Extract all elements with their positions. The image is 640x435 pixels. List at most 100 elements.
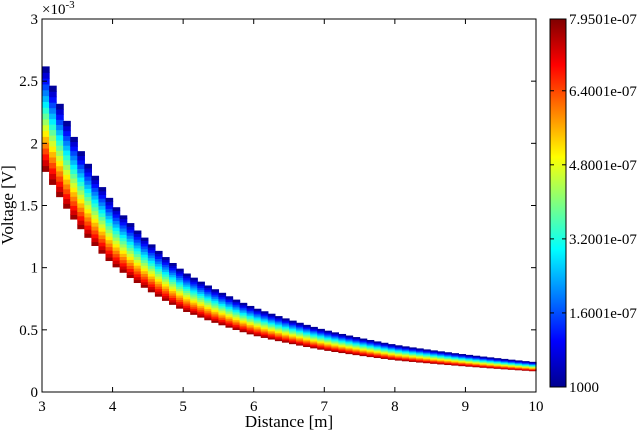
heatmap-cell xyxy=(77,159,85,165)
heatmap-cell xyxy=(260,333,269,336)
heatmap-cell xyxy=(56,160,64,167)
heatmap-cell xyxy=(260,321,269,324)
heatmap-cell xyxy=(451,364,459,366)
heatmap-cell xyxy=(451,357,459,360)
heatmap-cell xyxy=(147,283,156,288)
heatmap-cell xyxy=(253,323,262,326)
heatmap-cell xyxy=(218,292,227,296)
heatmap-cell xyxy=(430,356,438,359)
heatmap-cell xyxy=(77,168,85,174)
heatmap-cell xyxy=(380,345,389,347)
heatmap-cell xyxy=(458,357,467,360)
heatmap-cell xyxy=(218,298,227,301)
heatmap-cell xyxy=(458,357,467,359)
heatmap-cell xyxy=(190,285,198,289)
heatmap-cell xyxy=(416,356,424,359)
heatmap-cell xyxy=(408,349,417,352)
heatmap-cell xyxy=(246,313,255,316)
heatmap-cell xyxy=(161,288,170,292)
heatmap-cell xyxy=(225,315,234,318)
heatmap-cell xyxy=(401,348,410,351)
heatmap-cell xyxy=(338,333,347,336)
heatmap-cell xyxy=(437,355,445,357)
heatmap-cell xyxy=(169,292,177,296)
heatmap-cell xyxy=(84,204,92,210)
heatmap-cell xyxy=(303,328,311,331)
heatmap-cell xyxy=(274,335,283,338)
heatmap-cell xyxy=(169,272,177,276)
heatmap-cell xyxy=(303,340,311,343)
heatmap-cell xyxy=(119,237,128,242)
heatmap-cell xyxy=(190,289,198,293)
heatmap-cell xyxy=(472,364,481,366)
heatmap-cell xyxy=(289,324,297,327)
heatmap-cell xyxy=(112,227,121,231)
heatmap-cell xyxy=(239,330,248,333)
heatmap-cell xyxy=(133,273,142,278)
heatmap-cell xyxy=(246,305,255,309)
heatmap-cell xyxy=(63,149,71,156)
heatmap-cell xyxy=(154,250,163,254)
heatmap-cell xyxy=(98,238,107,243)
heatmap-cell xyxy=(289,337,297,340)
heatmap-cell xyxy=(119,246,128,251)
heatmap-cell xyxy=(345,340,354,343)
heatmap-cell xyxy=(232,322,241,326)
heatmap-cell xyxy=(211,291,220,294)
heatmap-cell xyxy=(437,362,445,364)
heatmap-cell xyxy=(84,200,92,206)
heatmap-cell xyxy=(394,346,403,349)
heatmap-cell xyxy=(451,357,459,359)
heatmap-cell xyxy=(451,353,459,355)
heatmap-cell xyxy=(197,301,205,304)
heatmap-cell xyxy=(451,356,459,358)
heatmap-cell xyxy=(176,292,184,296)
heatmap-cell xyxy=(387,355,396,358)
heatmap-cell xyxy=(373,349,382,351)
heatmap-cell xyxy=(126,241,135,245)
heatmap-cell xyxy=(373,348,382,351)
heatmap-cell xyxy=(126,256,135,260)
heatmap-cell xyxy=(239,328,248,331)
heatmap-cell xyxy=(91,222,100,227)
heatmap-cell xyxy=(281,324,290,327)
heatmap-cell xyxy=(274,329,283,332)
heatmap-cell xyxy=(197,285,205,289)
heatmap-cell xyxy=(98,242,107,247)
heatmap-cell xyxy=(331,345,339,347)
heatmap-cell xyxy=(458,359,467,361)
heatmap-cell xyxy=(423,349,431,351)
heatmap-cell xyxy=(133,244,142,249)
heatmap-cell xyxy=(324,339,332,342)
heatmap-cell xyxy=(352,339,361,342)
heatmap-cell xyxy=(98,209,107,214)
heatmap-cell xyxy=(359,343,368,345)
heatmap-cell xyxy=(366,355,375,358)
heatmap-cell xyxy=(119,259,128,264)
heatmap-cell xyxy=(154,288,163,292)
heatmap-cell xyxy=(232,321,241,324)
heatmap-cell xyxy=(260,328,269,331)
heatmap-cell xyxy=(140,262,149,266)
heatmap-cell xyxy=(437,356,445,358)
heatmap-cell xyxy=(274,333,283,336)
heatmap-cell xyxy=(444,357,452,359)
heatmap-cell xyxy=(472,358,481,360)
heatmap-cell xyxy=(239,304,248,307)
heatmap-cell xyxy=(274,321,283,324)
heatmap-cell xyxy=(133,256,142,260)
heatmap-cell xyxy=(387,353,396,355)
heatmap-cell xyxy=(444,363,452,366)
heatmap-cell xyxy=(183,294,191,298)
heatmap-cell xyxy=(289,321,297,324)
heatmap-cell xyxy=(253,328,262,331)
heatmap-cell xyxy=(345,345,354,348)
heatmap-cell xyxy=(331,337,339,340)
heatmap-cell xyxy=(77,176,85,182)
heatmap-cell xyxy=(324,331,332,334)
heatmap-cell xyxy=(387,344,396,346)
heatmap-cell xyxy=(91,226,100,231)
heatmap-cell xyxy=(408,351,417,353)
heatmap-cell xyxy=(303,327,311,330)
heatmap-cell xyxy=(359,349,368,352)
